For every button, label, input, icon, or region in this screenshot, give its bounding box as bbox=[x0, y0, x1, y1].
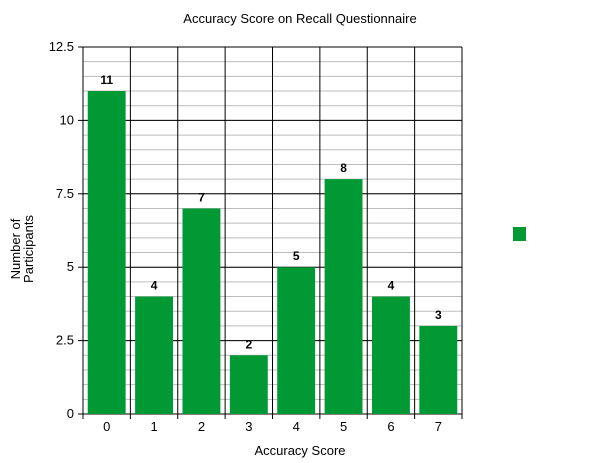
y-tick-label: 5 bbox=[67, 259, 74, 274]
bar bbox=[87, 91, 126, 414]
bar bbox=[324, 179, 363, 414]
bar-value-label: 8 bbox=[340, 161, 347, 175]
y-tick-labels: 0 2.5 5 7.5 10 12.5 bbox=[49, 39, 74, 421]
y-tick-label: 7.5 bbox=[56, 186, 74, 201]
y-tick-label: 0 bbox=[67, 406, 74, 421]
bar-value-label: 7 bbox=[198, 190, 205, 204]
y-axis-label-line-1: Number of bbox=[8, 218, 23, 279]
x-axis-label: Accuracy Score bbox=[254, 443, 345, 458]
legend-swatch bbox=[513, 227, 526, 241]
y-axis-label-line-2: Participants bbox=[21, 215, 36, 283]
y-tick-label: 10 bbox=[60, 112, 74, 127]
bar bbox=[277, 267, 316, 414]
x-tick-label: 0 bbox=[103, 419, 110, 434]
x-tick-label: 7 bbox=[435, 419, 442, 434]
bar-value-label: 11 bbox=[100, 73, 113, 87]
bar-value-label: 2 bbox=[245, 337, 252, 351]
x-tick-label: 4 bbox=[293, 419, 300, 434]
data-labels: 11 4 7 2 5 8 4 3 bbox=[100, 73, 442, 351]
bar bbox=[135, 296, 174, 414]
y-axis-label: Number of Participants bbox=[8, 215, 36, 283]
bar-value-label: 3 bbox=[435, 308, 442, 322]
bar-value-label: 4 bbox=[388, 279, 395, 293]
x-tick-label: 2 bbox=[198, 419, 205, 434]
bar bbox=[371, 296, 410, 414]
x-tick-label: 6 bbox=[387, 419, 394, 434]
x-tick-label: 3 bbox=[245, 419, 252, 434]
y-tick-label: 2.5 bbox=[56, 333, 74, 348]
x-tick-label: 1 bbox=[150, 419, 157, 434]
bar bbox=[182, 208, 221, 414]
bars bbox=[87, 91, 458, 414]
bar-value-label: 4 bbox=[151, 279, 158, 293]
chart-title: Accuracy Score on Recall Questionnaire bbox=[183, 11, 416, 26]
bar bbox=[229, 355, 268, 414]
y-tick-label: 12.5 bbox=[49, 39, 74, 54]
x-tick-label: 5 bbox=[340, 419, 347, 434]
bar bbox=[419, 325, 458, 414]
bar-value-label: 5 bbox=[293, 249, 300, 263]
x-tick-labels: 0 1 2 3 4 5 6 7 bbox=[103, 419, 442, 434]
